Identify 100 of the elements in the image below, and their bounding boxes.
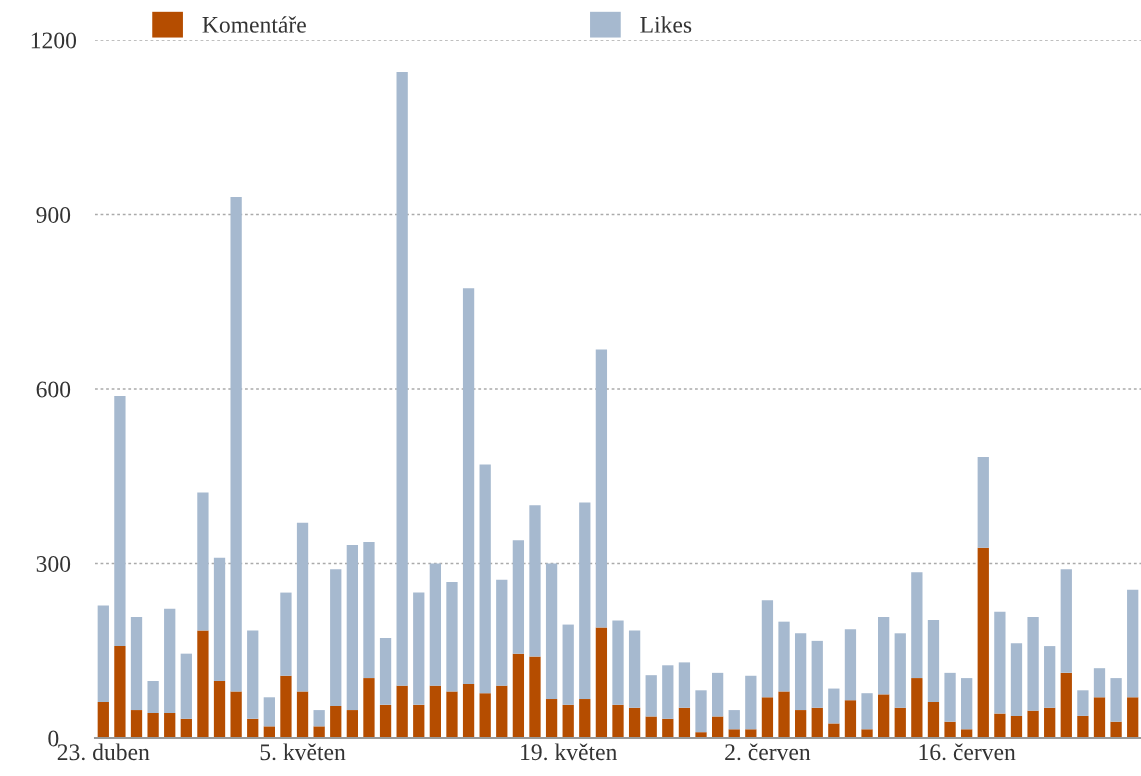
bar (994, 713, 1006, 738)
bar (446, 691, 458, 738)
bar (379, 637, 392, 705)
bar (761, 600, 774, 698)
bar (545, 699, 558, 738)
bar (164, 712, 176, 738)
bar (479, 693, 491, 738)
bar (164, 608, 176, 713)
bar (1110, 678, 1122, 722)
bar (794, 633, 807, 711)
bar (678, 707, 691, 738)
bar (346, 544, 358, 711)
bar (828, 723, 840, 738)
bar (230, 197, 242, 692)
y-tick-label: 900 (36, 206, 71, 223)
bar (263, 697, 275, 727)
y-tick-label: 600 (36, 381, 71, 398)
bar (280, 592, 292, 676)
bar (628, 707, 641, 738)
bar (1044, 707, 1056, 738)
bar (894, 707, 906, 738)
bar (728, 710, 740, 730)
x-tick-label: 5. květen (260, 743, 346, 761)
bar (1093, 668, 1106, 698)
bar (662, 665, 674, 719)
bar (645, 675, 657, 717)
bar (346, 710, 358, 738)
bar (280, 675, 292, 738)
bar (296, 691, 309, 738)
bar (180, 718, 192, 738)
bar (828, 688, 840, 724)
bar (330, 569, 342, 707)
bar (496, 579, 508, 686)
bar (1127, 589, 1139, 698)
bar (363, 678, 375, 738)
bar (512, 653, 525, 738)
bar (1127, 697, 1139, 738)
bar (695, 690, 707, 733)
bar (961, 678, 973, 730)
bar (562, 704, 574, 738)
bar (645, 716, 657, 738)
bar (213, 681, 226, 738)
bar (944, 672, 956, 722)
bar (147, 712, 159, 738)
bar (363, 541, 375, 679)
bar (1010, 715, 1023, 738)
bar (894, 633, 906, 708)
bar (413, 592, 425, 705)
bar (114, 395, 126, 647)
bar (711, 716, 724, 738)
bar (446, 582, 458, 692)
bar (612, 620, 624, 705)
bar (213, 557, 226, 681)
y-tick-label: 1200 (31, 32, 77, 49)
bar (745, 675, 757, 730)
bar (794, 710, 807, 738)
bar (496, 685, 508, 738)
bar (180, 653, 192, 719)
bar (330, 706, 342, 738)
bar (678, 662, 691, 708)
bar (628, 630, 641, 708)
bar (1060, 569, 1072, 673)
bar (1010, 643, 1023, 716)
bar (595, 627, 608, 738)
x-tick-label: 23. duben (57, 743, 150, 761)
bar (579, 502, 591, 700)
bar (977, 547, 989, 738)
bar (994, 611, 1006, 714)
bar (1027, 617, 1039, 711)
bar (695, 732, 707, 738)
bar (313, 710, 325, 727)
bar (97, 605, 109, 702)
bar (230, 691, 242, 738)
legend-label: Komentáře (202, 16, 306, 33)
bar (396, 685, 408, 738)
bar (479, 464, 491, 694)
x-tick-label: 19. květen (521, 743, 618, 761)
bar (379, 704, 392, 738)
bar (944, 721, 956, 738)
bar (761, 697, 774, 738)
bar (147, 681, 159, 713)
bar (1060, 672, 1072, 738)
bar (313, 726, 325, 738)
bar (1110, 721, 1122, 738)
bar (1093, 697, 1106, 738)
bar (911, 678, 923, 738)
bar (247, 630, 259, 719)
bar (844, 629, 857, 701)
bar (778, 691, 790, 738)
bar (878, 694, 890, 738)
bar (396, 71, 408, 686)
bar (413, 704, 425, 738)
bar (247, 718, 259, 738)
x-tick-label: 16. červen (919, 743, 1016, 761)
bar (662, 718, 674, 738)
legend-label: Likes (640, 16, 692, 33)
bar (197, 492, 209, 631)
bar (927, 701, 940, 738)
bar (97, 701, 109, 738)
bar (579, 699, 591, 738)
